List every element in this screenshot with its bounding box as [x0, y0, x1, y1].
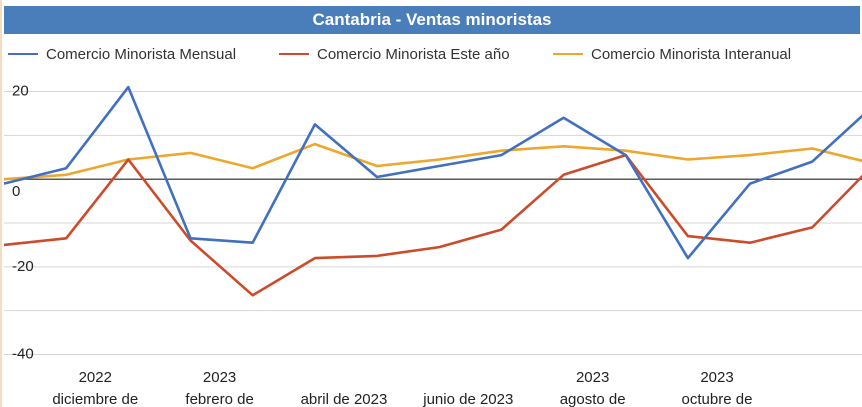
- x-tick-label-month: agosto de: [560, 391, 626, 407]
- chart-title: Cantabria - Ventas minoristas: [4, 6, 860, 34]
- legend-item-mensual[interactable]: Comercio Minorista Mensual: [8, 44, 236, 64]
- x-tick-label-month: diciembre de: [52, 391, 138, 407]
- chart-legend: Comercio Minorista Mensual Comercio Mino…: [2, 44, 862, 64]
- series-layer: [3, 85, 862, 297]
- x-axis-ticks: 2022 diciembre de 2023 febrero de abril de 2…: [52, 369, 752, 407]
- x-tick-label-year: 2023: [203, 369, 236, 386]
- legend-label-mensual: Comercio Minorista Mensual: [46, 45, 237, 63]
- legend-item-interanual[interactable]: Comercio Minorista Interanual: [553, 44, 791, 64]
- legend-item-este-ano[interactable]: Comercio Minorista Este año: [279, 44, 510, 64]
- x-tick-label-year: 2023: [576, 369, 609, 386]
- legend-swatch-este-ano: [279, 53, 309, 55]
- grid-layer: [4, 91, 862, 355]
- x-tick-label-year: 2023: [700, 369, 733, 386]
- legend-swatch-interanual: [553, 53, 583, 55]
- series-line-1: [3, 153, 862, 297]
- x-tick-label-month: abril de 2023: [301, 391, 388, 407]
- y-tick-label: 0: [12, 183, 20, 200]
- legend-label-este-ano: Comercio Minorista Este año: [317, 45, 510, 63]
- y-tick-label: -40: [12, 345, 34, 362]
- y-tick-label: 20: [12, 83, 29, 100]
- series-line-2: [3, 142, 862, 181]
- series-line-0: [3, 85, 862, 260]
- legend-label-interanual: Comercio Minorista Interanual: [591, 45, 792, 63]
- y-axis-ticks: 20 0 -20 -40: [12, 83, 34, 363]
- x-tick-label-month: junio de 2023: [422, 391, 513, 407]
- y-tick-label: -20: [12, 258, 34, 275]
- x-tick-label-month: octubre de: [682, 391, 753, 407]
- x-tick-label-year: 2022: [79, 369, 112, 386]
- x-tick-label-month: febrero de: [185, 391, 253, 407]
- legend-swatch-mensual: [8, 53, 38, 55]
